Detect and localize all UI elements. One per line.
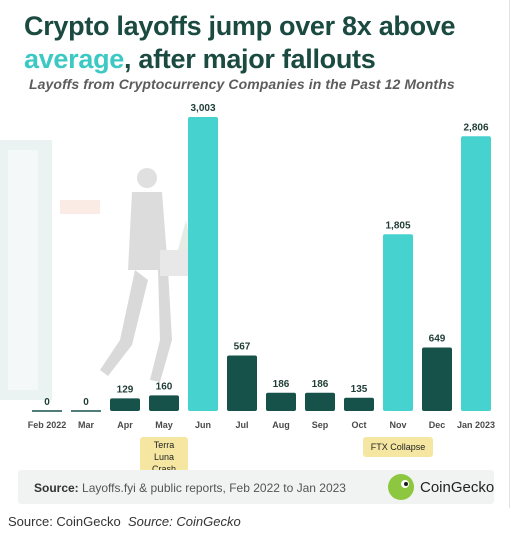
coingecko-logo-icon bbox=[388, 474, 414, 500]
x-tick-11: Jan 2023 bbox=[457, 420, 495, 430]
source-text: Source: Layoffs.fyi & public reports, Fe… bbox=[34, 481, 346, 495]
caption-left: Source: CoinGecko bbox=[8, 514, 121, 529]
source-box: Source: Layoffs.fyi & public reports, Fe… bbox=[18, 470, 494, 504]
value-label-6: 186 bbox=[273, 379, 290, 390]
x-tick-2: Apr bbox=[117, 420, 133, 430]
chart-title: Crypto layoffs jump over 8x above averag… bbox=[24, 10, 504, 76]
title-line1: Crypto layoffs jump over 8x above bbox=[24, 11, 456, 41]
bar-9 bbox=[383, 234, 413, 411]
bar-3 bbox=[149, 395, 179, 411]
x-tick-10: Dec bbox=[429, 420, 446, 430]
value-label-8: 135 bbox=[351, 384, 368, 395]
x-tick-4: Jun bbox=[195, 420, 211, 430]
bar-chart: 0 Feb 2022 0 Mar 129 Apr 160 May 3,003 Jun 567 Jul 1… bbox=[28, 103, 495, 430]
source-label: Source: bbox=[34, 481, 79, 495]
bar-8 bbox=[344, 397, 374, 411]
value-label-5: 567 bbox=[234, 341, 251, 352]
bar-6 bbox=[266, 392, 296, 411]
card-border bbox=[509, 0, 510, 508]
x-tick-1: Mar bbox=[78, 420, 95, 430]
image-caption: Source: CoinGecko Source: CoinGecko bbox=[8, 514, 241, 529]
chart-card: Crypto layoffs jump over 8x above averag… bbox=[0, 0, 510, 508]
value-label-9: 1,805 bbox=[385, 220, 410, 231]
value-label-10: 649 bbox=[429, 333, 446, 344]
title-line2-rest: , after major fallouts bbox=[123, 44, 376, 74]
source-value: Layoffs.fyi & public reports, Feb 2022 t… bbox=[82, 481, 346, 495]
value-label-4: 3,003 bbox=[190, 103, 215, 114]
x-tick-7: Sep bbox=[312, 420, 329, 430]
bar-7 bbox=[305, 392, 335, 411]
background-illustration bbox=[0, 140, 192, 400]
x-tick-6: Aug bbox=[272, 420, 290, 430]
bar-11 bbox=[461, 136, 491, 411]
caption-right: Source: CoinGecko bbox=[127, 514, 241, 529]
chart-subtitle: Layoffs from Cryptocurrency Companies in… bbox=[29, 76, 455, 92]
annotation-ftx: FTX Collapse bbox=[363, 437, 433, 457]
x-tick-3: May bbox=[155, 420, 173, 430]
title-accent: average bbox=[24, 44, 124, 74]
brand-name: CoinGecko bbox=[420, 479, 495, 496]
x-tick-5: Jul bbox=[235, 420, 248, 430]
value-label-1: 0 bbox=[83, 397, 89, 408]
value-label-7: 186 bbox=[312, 379, 329, 390]
bar-4 bbox=[188, 117, 218, 411]
value-label-3: 160 bbox=[156, 381, 173, 392]
x-tick-9: Nov bbox=[389, 420, 406, 430]
value-label-2: 129 bbox=[117, 384, 134, 395]
x-tick-8: Oct bbox=[351, 420, 366, 430]
value-label-0: 0 bbox=[44, 397, 50, 408]
bar-5 bbox=[227, 355, 257, 411]
bar-2 bbox=[110, 398, 140, 411]
value-label-11: 2,806 bbox=[463, 122, 488, 133]
bar-10 bbox=[422, 347, 452, 411]
x-tick-0: Feb 2022 bbox=[28, 420, 67, 430]
